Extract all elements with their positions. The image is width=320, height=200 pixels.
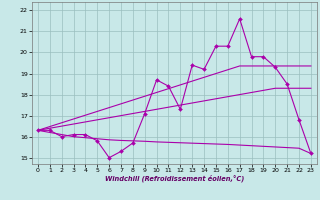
- X-axis label: Windchill (Refroidissement éolien,°C): Windchill (Refroidissement éolien,°C): [105, 175, 244, 182]
